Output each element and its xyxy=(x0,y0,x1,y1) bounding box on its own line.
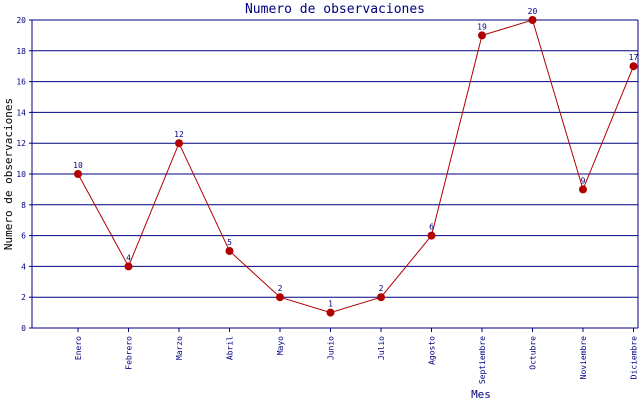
y-tick-label: 6 xyxy=(21,232,26,241)
data-point-marker xyxy=(629,62,638,71)
data-label: 20 xyxy=(528,7,538,16)
data-label: 9 xyxy=(581,176,586,185)
data-label: 17 xyxy=(629,53,639,62)
data-label: 12 xyxy=(174,130,184,139)
x-tick-label: Junio xyxy=(327,336,336,360)
y-tick-label: 16 xyxy=(16,78,26,87)
x-tick-label: Septiembre xyxy=(478,336,487,384)
chart-title: Numero de observaciones xyxy=(245,2,425,17)
data-label: 4 xyxy=(126,253,131,262)
data-point-marker xyxy=(175,139,183,148)
data-point-marker xyxy=(74,170,82,178)
y-tick-label: 20 xyxy=(16,16,26,25)
y-tick-label: 0 xyxy=(21,324,26,333)
y-tick-label: 8 xyxy=(21,201,26,210)
x-tick-label: Enero xyxy=(74,336,83,360)
x-tick-label: Noviembre xyxy=(579,336,588,380)
data-label: 5 xyxy=(227,238,232,247)
data-point-marker xyxy=(528,16,537,24)
data-point-marker xyxy=(124,262,133,271)
x-tick-label: Agosto xyxy=(428,336,437,365)
x-tick-labels: Enero Febrero Marzo Abril Mayo Junio Julio Agos… xyxy=(74,328,639,384)
data-point-marker xyxy=(377,293,385,302)
x-tick-label: Julio xyxy=(377,336,386,360)
series-line xyxy=(77,19,634,314)
data-label: 1 xyxy=(328,300,333,309)
data-label: 10 xyxy=(73,161,83,170)
y-tick-label: 18 xyxy=(16,47,26,56)
y-tick-label: 12 xyxy=(16,139,26,148)
x-tick-label: Abril xyxy=(226,336,235,360)
x-tick-label: Febrero xyxy=(125,336,134,370)
data-point-marker xyxy=(478,31,486,40)
data-points xyxy=(74,16,638,317)
x-tick-label: Octubre xyxy=(529,336,538,370)
data-label: 2 xyxy=(278,284,283,293)
y-tick-labels: 0 2 4 6 8 10 12 14 16 18 20 xyxy=(16,16,32,333)
data-point-marker xyxy=(326,308,335,317)
gridlines xyxy=(32,19,638,298)
y-tick-label: 2 xyxy=(21,293,26,302)
data-point-marker xyxy=(579,185,587,194)
x-axis-label: Mes xyxy=(471,388,491,400)
data-point-marker xyxy=(427,231,436,240)
x-tick-label: Diciembre xyxy=(630,336,639,380)
y-tick-label: 14 xyxy=(16,108,26,117)
y-tick-label: 4 xyxy=(21,262,26,271)
data-label: 2 xyxy=(379,284,384,293)
data-point-marker xyxy=(276,293,284,302)
series-polyline xyxy=(77,19,634,314)
x-tick-label: Mayo xyxy=(276,336,285,355)
data-point-marker xyxy=(225,247,234,255)
data-label: 6 xyxy=(429,223,434,232)
x-tick-label: Marzo xyxy=(175,336,184,360)
y-tick-label: 10 xyxy=(16,170,26,179)
y-axis-label: Numero de observaciones xyxy=(2,98,15,250)
data-label: 19 xyxy=(477,22,487,31)
